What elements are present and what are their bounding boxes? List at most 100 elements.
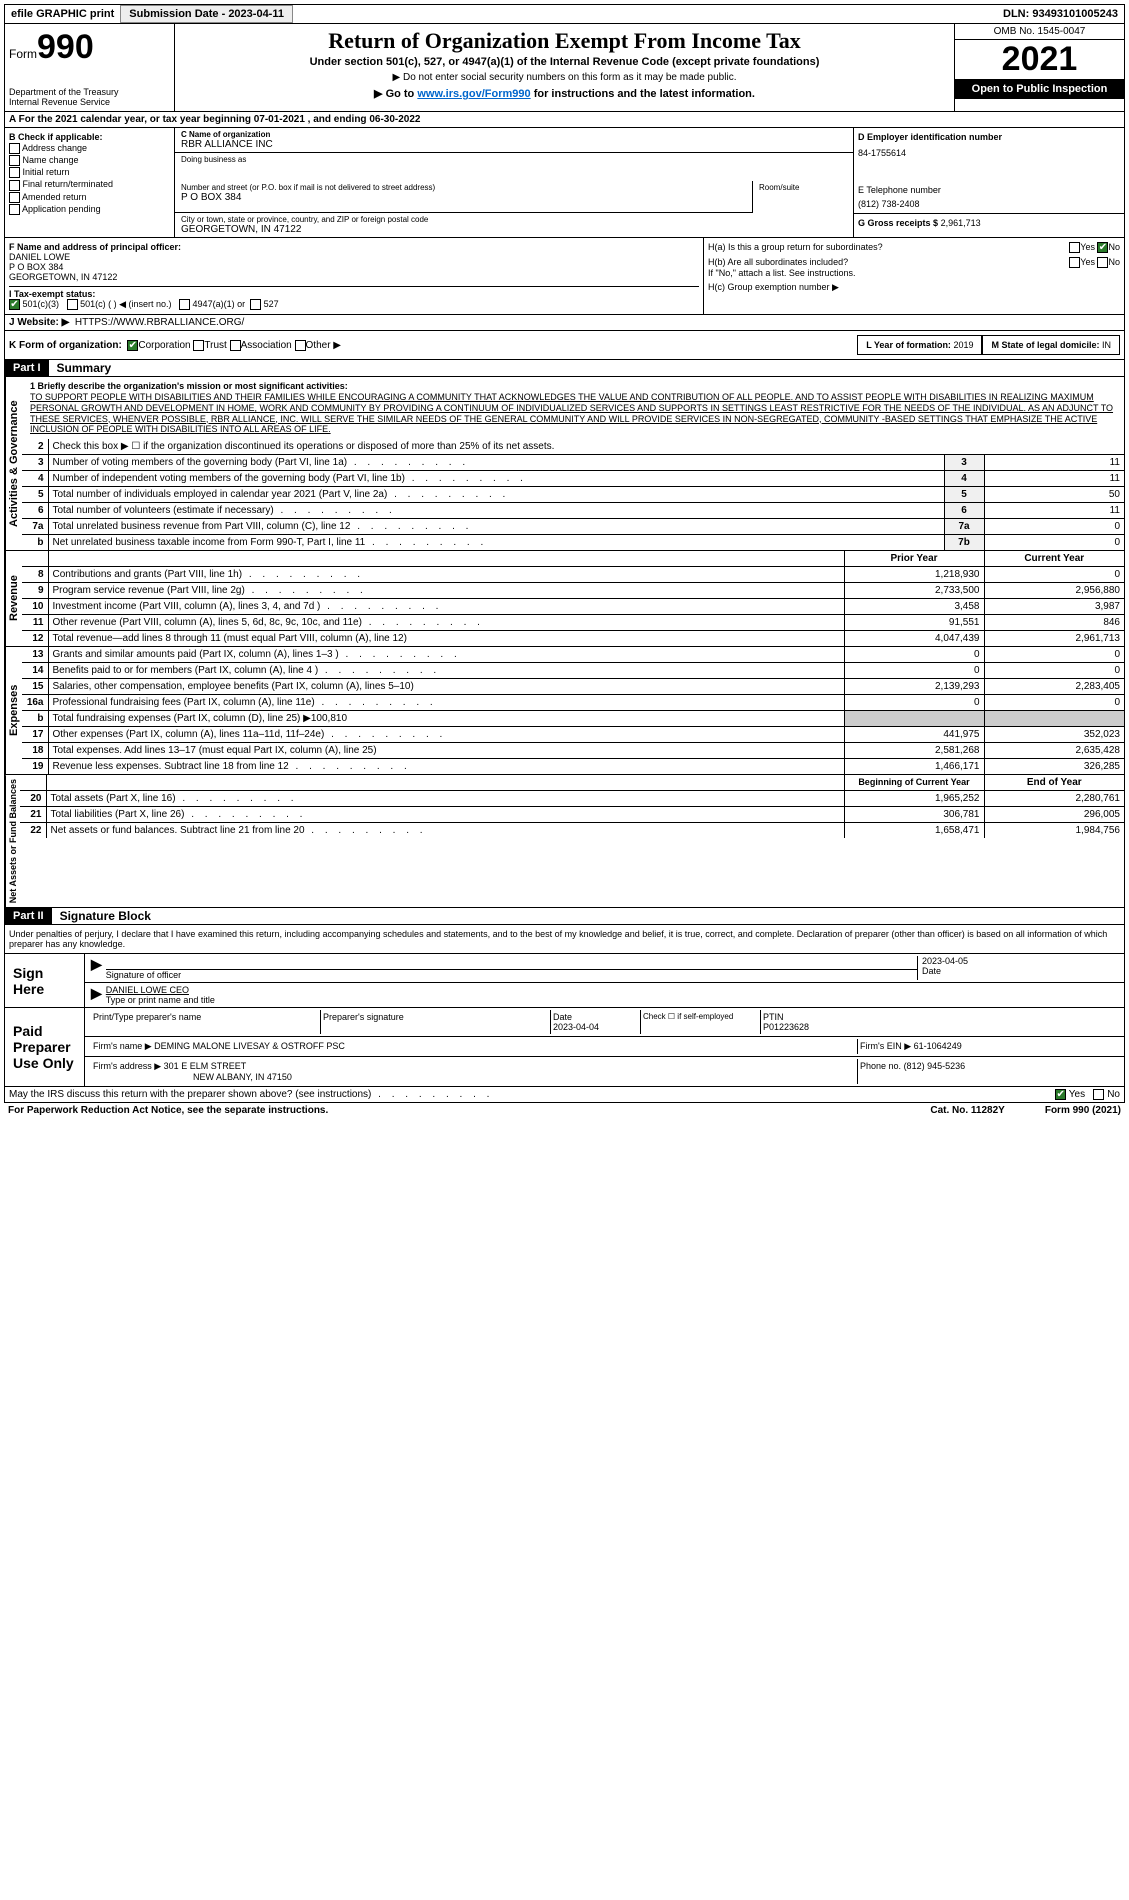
form-number: Form990 [9,28,170,67]
group-return-section: H(a) Is this a group return for subordin… [704,238,1124,314]
form-note-2: ▶ Go to www.irs.gov/Form990 for instruct… [179,87,950,100]
phone-cell: E Telephone number (812) 738-2408 [854,181,1124,213]
arrow-icon: ▶ [91,985,102,1005]
table-row: 21Total liabilities (Part X, line 26)306… [20,807,1124,823]
dba-cell: Doing business as [175,153,853,181]
officer-name: DANIEL LOWE CEO [106,985,215,995]
room-cell: Room/suite [753,181,853,213]
chk-other[interactable] [295,340,306,351]
table-row: 12Total revenue—add lines 8 through 11 (… [22,631,1124,647]
sig-date: 2023-04-05 [922,956,1118,966]
chk-association[interactable] [230,340,241,351]
chk-trust[interactable] [193,340,204,351]
form-title: Return of Organization Exempt From Incom… [179,28,950,54]
chk-address-change[interactable]: Address change [9,143,170,154]
mission-block: 1 Briefly describe the organization's mi… [22,377,1124,439]
officer-name-label: Type or print name and title [106,995,215,1005]
governance-label: Activities & Governance [5,377,22,550]
row-a-tax-year: A For the 2021 calendar year, or tax yea… [4,112,1125,128]
chk-501c3[interactable]: ✔ [9,299,20,310]
governance-table: 2Check this box ▶ ☐ if the organization … [22,439,1124,550]
table-row: 18Total expenses. Add lines 13–17 (must … [22,743,1124,759]
chk-discuss-yes[interactable]: ✔ [1055,1089,1066,1100]
omb-number: OMB No. 1545-0047 [955,24,1124,40]
table-row: 9Program service revenue (Part VIII, lin… [22,583,1124,599]
chk-name-change[interactable]: Name change [9,155,170,166]
irs-link[interactable]: www.irs.gov/Form990 [417,88,530,100]
gross-receipts-cell: G Gross receipts $ 2,961,713 [854,213,1124,237]
sig-date-label: Date [922,966,1118,976]
firm-ein-label: Firm's EIN ▶ [860,1041,911,1051]
sign-here-label: Sign Here [5,954,85,1007]
table-row: 13Grants and similar amounts paid (Part … [22,647,1124,663]
footer-left: For Paperwork Reduction Act Notice, see … [8,1105,328,1116]
chk-final-return[interactable]: Final return/terminated [9,179,170,190]
irs-label: Internal Revenue Service [9,97,170,107]
page-footer: For Paperwork Reduction Act Notice, see … [4,1103,1125,1118]
chk-hb-no[interactable] [1097,257,1108,268]
chk-initial-return[interactable]: Initial return [9,167,170,178]
table-row: 20Total assets (Part X, line 16)1,965,25… [20,791,1124,807]
prep-date-label: Date [553,1012,638,1022]
year-formation: L Year of formation: 2019 [857,335,982,355]
table-row: 7aTotal unrelated business revenue from … [22,519,1124,535]
paid-preparer-label: Paid Preparer Use Only [5,1008,85,1086]
chk-4947[interactable] [179,299,190,310]
firm-addr-label: Firm's address ▶ [93,1061,161,1071]
table-row: 14Benefits paid to or for members (Part … [22,663,1124,679]
sig-officer-label: Signature of officer [106,970,917,980]
tax-year: 2021 [955,40,1124,79]
chk-527[interactable] [250,299,261,310]
chk-corporation[interactable]: ✔ [127,340,138,351]
chk-hb-yes[interactable] [1069,257,1080,268]
form-header: Form990 Department of the Treasury Inter… [4,24,1125,112]
prep-date: 2023-04-04 [553,1022,638,1032]
part2-title: Signature Block [52,909,151,923]
firm-ein: 61-1064249 [914,1041,962,1051]
table-row: bTotal fundraising expenses (Part IX, co… [22,711,1124,727]
chk-501c[interactable] [67,299,78,310]
ein-cell: D Employer identification number 84-1755… [854,128,1124,181]
self-employed-chk[interactable]: Check ☐ if self-employed [641,1010,761,1034]
topbar: efile GRAPHIC print Submission Date - 20… [4,4,1125,24]
netassets-label: Net Assets or Fund Balances [5,775,20,907]
inspection-label: Open to Public Inspection [955,79,1124,99]
arrow-icon: ▶ [91,956,102,980]
netassets-table: Beginning of Current YearEnd of Year 20T… [20,775,1124,838]
table-row: 5Total number of individuals employed in… [22,487,1124,503]
dln-label: DLN: 93493101005243 [1003,8,1124,20]
table-row: 22Net assets or fund balances. Subtract … [20,823,1124,839]
expenses-label: Expenses [5,647,22,774]
firm-name-label: Firm's name ▶ [93,1041,152,1051]
part2-header: Part II [5,908,52,924]
form-of-org-row: K Form of organization: ✔ Corporation Tr… [4,331,1125,360]
chk-ha-no[interactable]: ✔ [1097,242,1108,253]
table-row: 16aProfessional fundraising fees (Part I… [22,695,1124,711]
street-cell: Number and street (or P.O. box if mail i… [175,181,753,213]
chk-amended-return[interactable]: Amended return [9,192,170,203]
submission-date-button[interactable]: Submission Date - 2023-04-11 [120,5,293,23]
principal-officer: F Name and address of principal officer:… [5,238,704,314]
website-row: J Website: ▶ HTTPS://WWW.RBRALLIANCE.ORG… [4,315,1125,331]
table-row: 8Contributions and grants (Part VIII, li… [22,567,1124,583]
col-b-checkboxes: B Check if applicable: Address change Na… [5,128,175,237]
part1-header: Part I [5,360,49,376]
form-note-1: ▶ Do not enter social security numbers o… [179,72,950,83]
table-row: 15Salaries, other compensation, employee… [22,679,1124,695]
city-cell: City or town, state or province, country… [175,213,853,237]
table-row: 6Total number of volunteers (estimate if… [22,503,1124,519]
firm-name: DEMING MALONE LIVESAY & OSTROFF PSC [154,1041,345,1051]
chk-application-pending[interactable]: Application pending [9,204,170,215]
ptin-label: PTIN [763,1012,1116,1022]
revenue-label: Revenue [5,551,22,646]
chk-ha-yes[interactable] [1069,242,1080,253]
form-subtitle: Under section 501(c), 527, or 4947(a)(1)… [179,56,950,68]
chk-discuss-no[interactable] [1093,1089,1104,1100]
firm-addr2: NEW ALBANY, IN 47150 [93,1072,292,1082]
prep-sig-label: Preparer's signature [321,1010,551,1034]
table-row: 19Revenue less expenses. Subtract line 1… [22,759,1124,775]
table-row: 10Investment income (Part VIII, column (… [22,599,1124,615]
firm-addr1: 301 E ELM STREET [164,1061,247,1071]
expenses-table: 13Grants and similar amounts paid (Part … [22,647,1124,774]
prep-name-label: Print/Type preparer's name [91,1010,321,1034]
